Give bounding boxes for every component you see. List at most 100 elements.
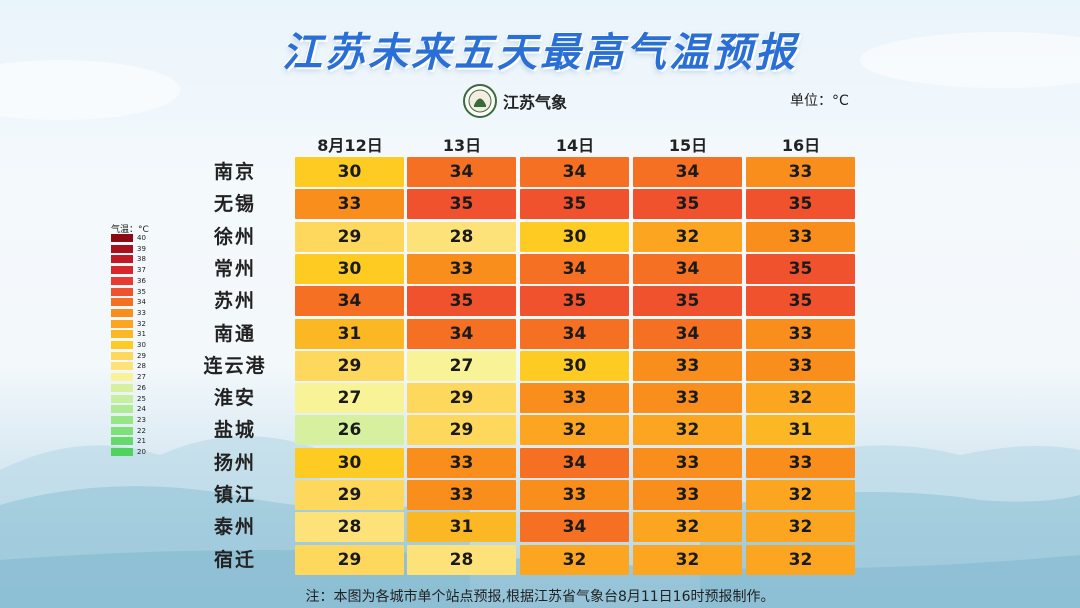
legend-swatch — [111, 276, 133, 285]
legend-label: 27 — [137, 373, 146, 382]
city-label: 南京 — [213, 161, 256, 183]
legend-swatch — [111, 351, 133, 360]
temperature-cell: 29 — [407, 415, 516, 445]
temperature-cell: 35 — [520, 286, 629, 316]
jiangsu-weather-logo: 江苏气象 — [463, 83, 567, 119]
temperature-cell: 29 — [295, 351, 404, 381]
temperature-cell: 33 — [633, 351, 742, 381]
temperature-cell: 35 — [746, 189, 855, 219]
temperature-cell: 33 — [633, 448, 742, 478]
legend-label: 24 — [137, 405, 146, 414]
temperature-cell: 35 — [407, 286, 516, 316]
legend-label: 31 — [137, 330, 146, 339]
legend-swatch — [111, 244, 133, 253]
day-header: 15日 — [668, 136, 708, 155]
day-header: 16日 — [781, 136, 821, 155]
temperature-cell: 33 — [407, 480, 516, 510]
temperature-cell: 34 — [520, 448, 629, 478]
legend-swatch — [111, 448, 133, 456]
temperature-cell: 29 — [407, 383, 516, 413]
legend-label: 28 — [137, 362, 146, 371]
city-label: 镇江 — [213, 484, 256, 506]
legend-swatch — [111, 341, 133, 349]
temperature-cell: 34 — [407, 319, 516, 349]
temperature-cell: 30 — [520, 222, 629, 252]
weather-emblem-icon — [463, 84, 497, 118]
legend-swatch — [111, 426, 133, 435]
temperature-cell: 34 — [520, 319, 629, 349]
temperature-cell: 32 — [633, 222, 742, 252]
temperature-cell: 33 — [746, 319, 855, 349]
city-label: 徐州 — [213, 226, 256, 248]
temperature-cell: 34 — [407, 157, 516, 187]
legend-swatch — [111, 255, 133, 264]
legend-label: 37 — [137, 266, 146, 275]
temperature-cell: 33 — [746, 448, 855, 478]
legend-label: 20 — [137, 448, 146, 456]
temperature-cell: 30 — [295, 157, 404, 187]
temperature-cell: 34 — [520, 157, 629, 187]
temperature-cell: 35 — [633, 286, 742, 316]
temperature-cell: 29 — [295, 545, 404, 575]
legend-swatch — [111, 298, 133, 307]
legend-swatch — [111, 319, 133, 328]
legend-swatch — [111, 330, 133, 339]
temperature-cell: 32 — [746, 383, 855, 413]
temperature-cell: 33 — [295, 189, 404, 219]
temperature-cell: 27 — [295, 383, 404, 413]
city-label: 南通 — [213, 323, 256, 345]
temperature-cell: 33 — [633, 383, 742, 413]
legend-label: 22 — [137, 426, 146, 435]
temperature-cell: 29 — [295, 480, 404, 510]
temperature-cell: 32 — [633, 545, 742, 575]
legend-label: 35 — [137, 287, 146, 296]
legend-label: 38 — [137, 255, 146, 264]
temperature-cell: 35 — [746, 286, 855, 316]
city-label: 泰州 — [213, 516, 256, 538]
temperature-cell: 33 — [520, 480, 629, 510]
temperature-cell: 27 — [407, 351, 516, 381]
temperature-cell: 29 — [295, 222, 404, 252]
temperature-cell: 30 — [295, 254, 404, 284]
legend-swatch — [111, 266, 133, 275]
temperature-cell: 35 — [746, 254, 855, 284]
city-label: 扬州 — [213, 452, 256, 474]
city-label: 宿迁 — [213, 549, 256, 571]
temperature-cell: 33 — [633, 480, 742, 510]
legend-label: 39 — [137, 244, 146, 253]
city-label: 连云港 — [203, 355, 267, 377]
logo-text: 江苏气象 — [503, 93, 568, 112]
temperature-cell: 32 — [520, 415, 629, 445]
legend-label: 34 — [137, 298, 146, 307]
temperature-cell: 33 — [520, 383, 629, 413]
temperature-cell: 28 — [407, 222, 516, 252]
temperature-cell: 32 — [746, 480, 855, 510]
legend-swatch — [111, 362, 133, 371]
city-label: 无锡 — [213, 193, 256, 215]
city-label: 苏州 — [213, 290, 256, 312]
temperature-cell: 30 — [295, 448, 404, 478]
unit-label: 单位：°C — [790, 93, 849, 109]
legend-label: 36 — [137, 276, 146, 285]
temperature-cell: 34 — [520, 254, 629, 284]
legend-label: 26 — [137, 383, 146, 392]
legend-swatch — [111, 405, 133, 414]
legend-label: 33 — [137, 308, 146, 317]
temperature-cell: 32 — [633, 415, 742, 445]
legend-swatch — [111, 287, 133, 296]
temperature-cell: 32 — [633, 512, 742, 542]
temperature-cell: 31 — [407, 512, 516, 542]
temperature-cell: 34 — [633, 254, 742, 284]
day-header: 13日 — [442, 136, 482, 155]
legend-label: 40 — [137, 234, 146, 242]
temperature-cell: 28 — [295, 512, 404, 542]
legend-swatch — [111, 437, 133, 446]
temperature-cell: 31 — [295, 319, 404, 349]
legend-swatch — [111, 373, 133, 382]
legend-swatch — [111, 415, 133, 424]
city-label: 淮安 — [213, 387, 256, 409]
temperature-cell: 33 — [407, 254, 516, 284]
city-label: 盐城 — [213, 419, 256, 441]
temperature-cell: 33 — [746, 351, 855, 381]
temperature-cell: 33 — [746, 222, 855, 252]
